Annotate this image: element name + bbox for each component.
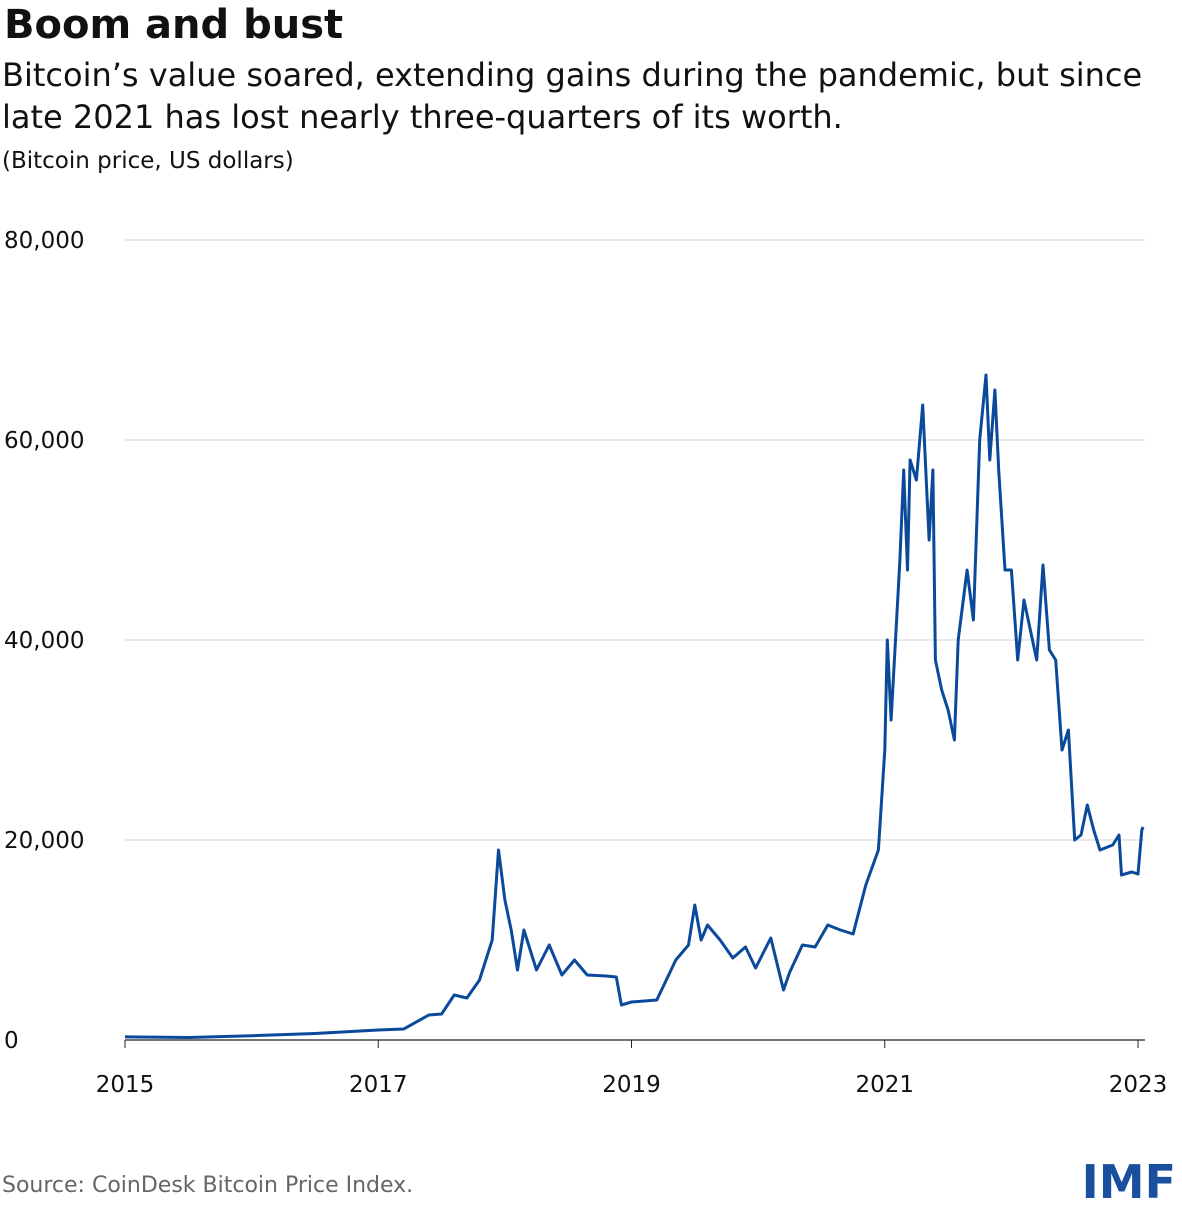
- x-tick-label: 2021: [855, 1072, 914, 1098]
- subtitle-box: Bitcoin’s value soared, extending gains …: [2, 56, 1143, 136]
- y-tick-label: 40,000: [4, 628, 84, 654]
- y-tick-label: 20,000: [4, 828, 84, 854]
- y-tick-label: 80,000: [4, 228, 84, 254]
- x-tick-label: 2023: [1109, 1072, 1168, 1098]
- x-tick-label: 2019: [602, 1072, 661, 1098]
- chart-subtitle: Bitcoin’s value soared, extending gains …: [2, 56, 1143, 136]
- y-axis-label: (Bitcoin price, US dollars): [2, 148, 294, 174]
- source-note: Source: CoinDesk Bitcoin Price Index.: [2, 1173, 413, 1198]
- x-tick-label: 2017: [349, 1072, 408, 1098]
- y-tick-label: 60,000: [4, 428, 84, 454]
- price-line: [124, 373, 1145, 1039]
- chart-title: Boom and bust: [4, 2, 343, 48]
- logo: IMF: [1082, 1155, 1176, 1208]
- y-tick-label: 0: [4, 1028, 19, 1054]
- x-tick-label: 2015: [96, 1072, 155, 1098]
